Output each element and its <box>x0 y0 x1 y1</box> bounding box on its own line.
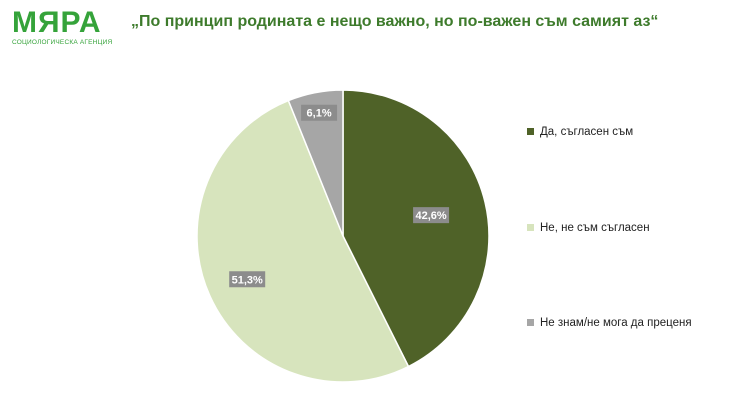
data-label-dont-know: 6,1% <box>301 104 338 121</box>
svg-text:51,3%: 51,3% <box>232 274 263 286</box>
logo: МЯРА СОЦИОЛОГИЧЕСКА АГЕНЦИЯ <box>12 6 113 47</box>
legend-swatch-dont-know <box>527 319 534 326</box>
pie-slice-dont-know <box>287 89 344 237</box>
legend-label-disagree: Не, не съм съгласен <box>540 222 650 234</box>
data-label-disagree: 51,3% <box>229 271 266 288</box>
logo-tagline: СОЦИОЛОГИЧЕСКА АГЕНЦИЯ <box>12 39 113 46</box>
legend-label-dont-know: Не знам/не мога да преценя <box>540 317 692 329</box>
svg-text:6,1%: 6,1% <box>307 108 332 120</box>
logo-name: МЯРА <box>12 6 102 39</box>
legend-label-agree: Да, съгласен съм <box>540 126 634 138</box>
legend-swatch-disagree <box>527 224 534 231</box>
legend-swatch-agree <box>527 128 534 135</box>
data-label-agree: 42,6% <box>413 207 450 224</box>
svg-text:42,6%: 42,6% <box>415 210 446 222</box>
pie-slice-disagree <box>196 99 410 383</box>
chart-title: „По принцип родината е нещо важно, но по… <box>131 13 659 30</box>
pie-slice-agree <box>342 89 490 368</box>
